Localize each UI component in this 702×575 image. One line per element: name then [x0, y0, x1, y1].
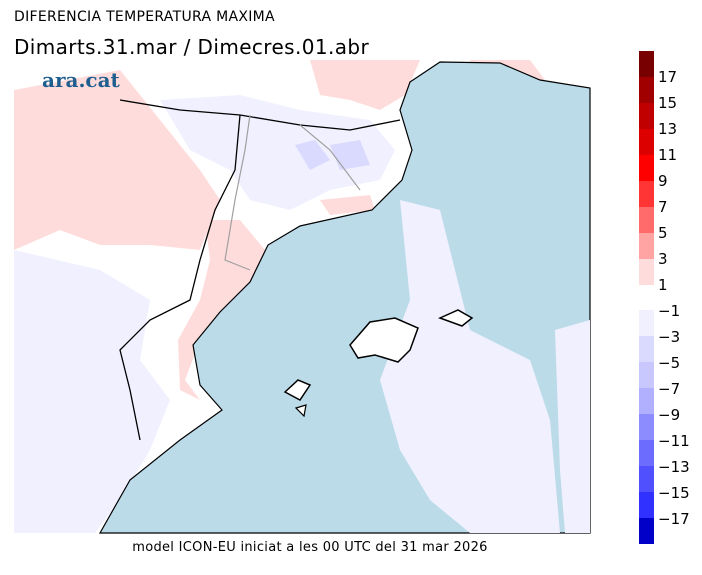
colorbar-label: −11	[658, 432, 690, 450]
colorbar-label: 15	[658, 94, 678, 112]
colorbar-segment-positive-2	[639, 103, 654, 129]
map-date-range: Dimarts.31.mar / Dimecres.01.abr	[14, 35, 370, 59]
colorbar-segment-negative-4	[639, 414, 654, 440]
colorbar-label: 5	[658, 224, 668, 242]
colorbar-label: −9	[658, 406, 681, 424]
map-title: DIFERENCIA TEMPERATURA MAXIMA	[14, 9, 275, 25]
colorbar-segment-positive-7	[639, 233, 654, 259]
colorbar-label: 13	[658, 120, 678, 138]
formentera-island	[294, 404, 307, 418]
warm-anomaly-north	[310, 60, 420, 110]
colorbar-segment-positive-1	[639, 77, 654, 103]
colorbar-label: −13	[658, 458, 690, 476]
model-info-footer: model ICON-EU iniciat a les 00 UTC del 3…	[132, 540, 488, 555]
cool-anomaly-core	[295, 140, 370, 170]
colorbar-segment-negative-0	[639, 310, 654, 336]
colorbar-label: −17	[658, 510, 690, 528]
colorbar-segment-negative-6	[639, 466, 654, 492]
colorbar-label: 7	[658, 198, 668, 216]
colorbar-segment-positive-5	[639, 181, 654, 207]
colorbar-segment-positive-6	[639, 207, 654, 233]
colorbar-segment-negative-3	[639, 388, 654, 414]
colorbar-label: 11	[658, 146, 678, 164]
menorca-island	[437, 309, 474, 327]
ara-cat-logo: ara.cat	[42, 68, 120, 92]
colorbar-label: −7	[658, 380, 681, 398]
colorbar-segment-negative-2	[639, 362, 654, 388]
colorbar-segment-negative-5	[639, 440, 654, 466]
colorbar-label: 9	[658, 172, 668, 190]
warm-anomaly-east	[320, 195, 375, 215]
colorbar-label: −5	[658, 354, 681, 372]
colorbar-segment-positive-4	[639, 155, 654, 181]
region-borders	[119, 99, 401, 441]
colorbar-segment-negative-7	[639, 492, 654, 518]
colorbar-segment-negative-1	[639, 336, 654, 362]
province-borders	[224, 114, 361, 271]
cool-anomaly-southwest	[14, 250, 170, 533]
warm-anomaly-west	[14, 70, 220, 250]
colorbar-segment-positive-8	[639, 259, 654, 285]
colorbar-label: 17	[658, 68, 678, 86]
colorbar-segment-positive-0	[639, 51, 654, 77]
colorbar-label: 1	[658, 276, 668, 294]
mallorca-island	[349, 317, 419, 363]
colorbar-label: −3	[658, 328, 681, 346]
cool-anomaly-central	[160, 95, 395, 210]
sardinia-land	[555, 320, 590, 533]
colorbar-label: −15	[658, 484, 690, 502]
colorbar-label: −1	[658, 302, 681, 320]
colorbar-segment-positive-3	[639, 129, 654, 155]
colorbar-segment-negative-8	[639, 518, 654, 544]
ibiza-island	[283, 379, 312, 401]
cool-anomaly-sea	[380, 200, 560, 533]
colorbar-label: 3	[658, 250, 668, 268]
